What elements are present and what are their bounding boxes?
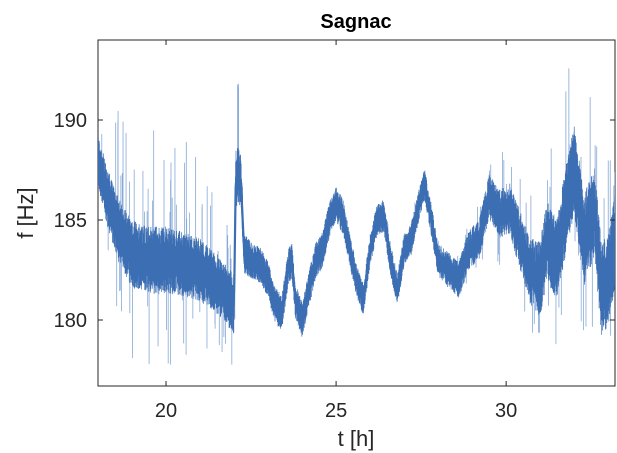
x-axis: 20 25 30 xyxy=(155,40,517,422)
y-axis-label: f [Hz] xyxy=(13,187,38,238)
y-tick-label: 190 xyxy=(54,110,87,132)
y-tick-label: 180 xyxy=(54,310,87,332)
x-tick-label: 25 xyxy=(325,400,347,422)
x-axis-label: t [h] xyxy=(338,426,375,451)
y-axis: 180 185 190 xyxy=(54,110,615,332)
series-group xyxy=(98,68,615,365)
x-tick-label: 30 xyxy=(495,400,517,422)
axes-box xyxy=(97,39,616,387)
x-tick-label: 20 xyxy=(155,400,177,422)
series-line xyxy=(98,159,615,323)
plot-area: 20 25 30 180 185 190 xyxy=(54,39,616,422)
y-tick-label: 185 xyxy=(54,210,87,232)
chart-title: Sagnac xyxy=(320,11,391,33)
